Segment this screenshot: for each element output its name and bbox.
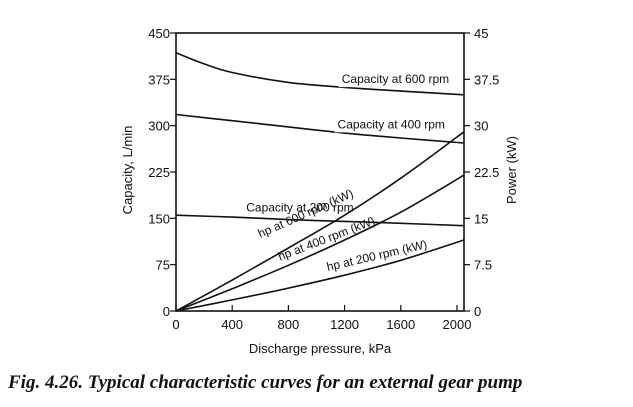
series-label: hp at 200 rpm (kW) bbox=[325, 237, 428, 274]
y2-tick-label: 30 bbox=[474, 119, 488, 134]
figure-caption: Fig. 4.26. Typical characteristic curves… bbox=[8, 372, 523, 393]
chart-svg: 0 400 800 1200 1600 200007515022530037545007.… bbox=[120, 26, 519, 356]
series-line bbox=[175, 131, 465, 312]
series-line bbox=[175, 52, 465, 96]
series-label-bg bbox=[338, 71, 453, 88]
y2-tick-label: 0 bbox=[474, 304, 481, 319]
x-tick-label: 800 bbox=[278, 317, 300, 332]
y-tick-label: 0 bbox=[163, 304, 170, 319]
series-line bbox=[175, 174, 465, 312]
series-label: Capacity at 400 rpm bbox=[338, 117, 445, 131]
y2-axis-title: Power (kW) bbox=[504, 136, 519, 204]
series-label: Capacity at 200 rpm bbox=[246, 201, 353, 215]
x-axis-title: Discharge pressure, kPa bbox=[249, 341, 392, 356]
y-tick-label: 150 bbox=[148, 211, 170, 226]
y2-tick-label: 45 bbox=[474, 26, 488, 41]
series-line bbox=[175, 113, 465, 144]
y2-tick-label: 7.5 bbox=[474, 258, 492, 273]
y-tick-label: 225 bbox=[148, 165, 170, 180]
series-line bbox=[175, 239, 465, 312]
series-label-bg bbox=[334, 116, 448, 133]
x-tick-label: 1200 bbox=[330, 317, 359, 332]
y-tick-label: 450 bbox=[148, 26, 170, 41]
x-tick-label: 1600 bbox=[386, 317, 415, 332]
x-tick-label: 0 bbox=[172, 317, 179, 332]
y-tick-label: 375 bbox=[148, 72, 170, 87]
series-label: Capacity at 600 rpm bbox=[342, 72, 449, 86]
y2-tick-label: 22.5 bbox=[474, 165, 499, 180]
y2-tick-label: 37.5 bbox=[474, 72, 499, 87]
y-axis-title: Capacity, L/min bbox=[120, 126, 135, 215]
x-tick-label: 2000 bbox=[443, 317, 472, 332]
y2-tick-label: 15 bbox=[474, 211, 488, 226]
y-tick-label: 300 bbox=[148, 119, 170, 134]
x-tick-label: 400 bbox=[221, 317, 243, 332]
y-tick-label: 75 bbox=[156, 258, 170, 273]
series-line bbox=[175, 214, 465, 227]
